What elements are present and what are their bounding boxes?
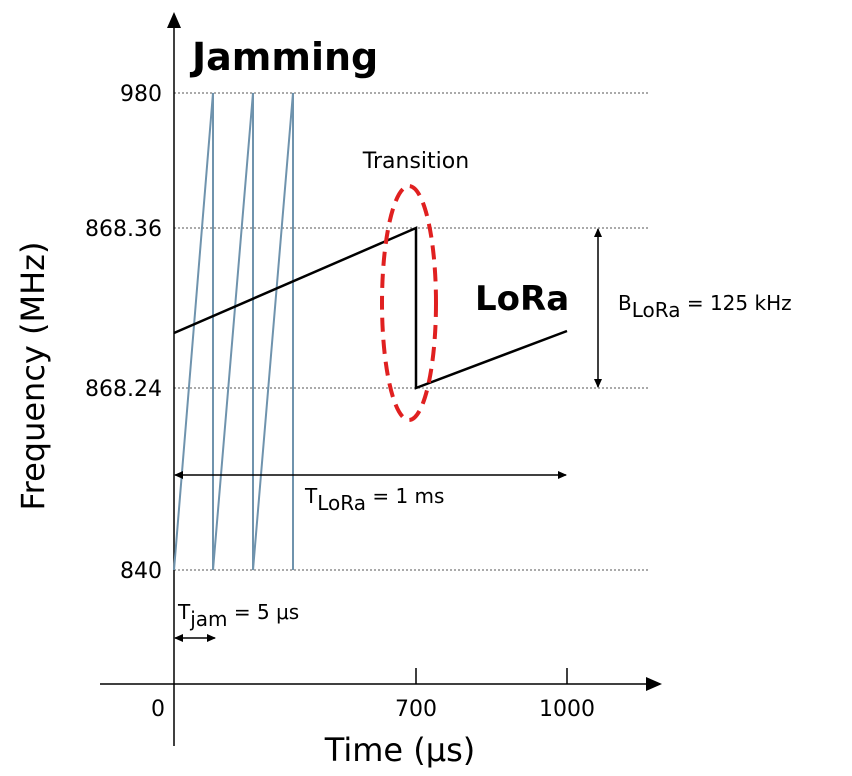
t-jam-prefix: T [177, 600, 191, 624]
jamming-sweep [173, 92, 294, 571]
t-lora-label: TLoRa = 1 ms [304, 484, 444, 515]
b-lora-sub: LoRa [632, 298, 681, 322]
transition-label: Transition [362, 149, 469, 174]
x-tick-label-700: 700 [395, 697, 437, 722]
b-lora-prefix: B [618, 291, 632, 315]
t-jam-suffix: = 5 μs [228, 600, 300, 624]
y-tick-label-868-24: 868.24 [85, 377, 162, 402]
y-tick-label-840: 840 [120, 559, 162, 584]
b-lora-label: BLoRa = 125 kHz [618, 291, 792, 322]
b-lora-suffix: = 125 kHz [680, 291, 791, 315]
t-jam-sub: jam [189, 607, 227, 631]
gridlines [174, 92, 648, 571]
lora-chirp [173, 226, 568, 390]
t-lora-suffix: = 1 ms [366, 484, 444, 508]
x-axis-label: Time (μs) [324, 731, 475, 769]
t-lora-prefix: T [304, 484, 318, 508]
y-tick-label-868-36: 868.36 [85, 217, 162, 242]
y-tick-label-980: 980 [120, 82, 162, 107]
t-jam-label: Tjam = 5 μs [177, 600, 299, 631]
transition-ellipse [380, 184, 438, 422]
x-tick-label-0: 0 [151, 697, 165, 722]
lora-label: LoRa [475, 279, 569, 319]
y-axis-label: Frequency (MHz) [14, 242, 52, 511]
diagram-title: Jamming [189, 35, 378, 79]
x-tick-label-1000: 1000 [539, 697, 595, 722]
t-lora-sub: LoRa [317, 491, 366, 515]
